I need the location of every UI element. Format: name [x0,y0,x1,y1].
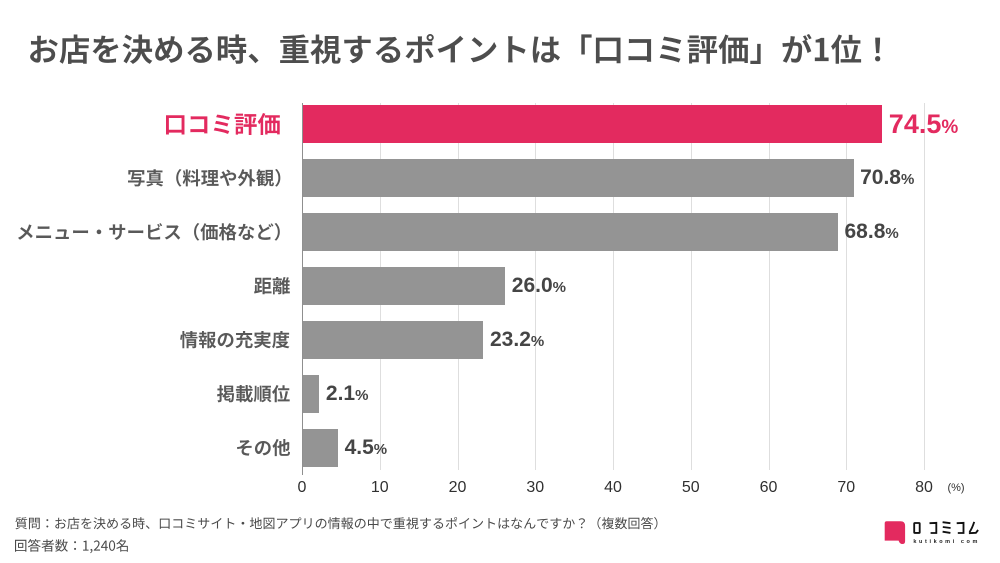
svg-text:kutikomi com: kutikomi com [913,539,977,545]
